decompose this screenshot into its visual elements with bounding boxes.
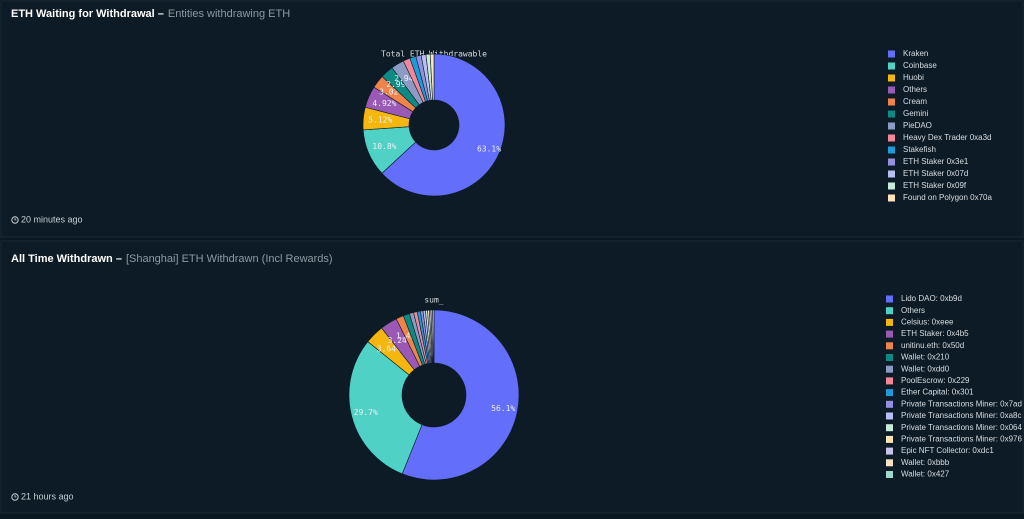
pie-slice — [348, 341, 423, 475]
legend-label: Heavy Dex Trader 0xa3d — [903, 133, 992, 142]
slice-label: 56.1% — [491, 404, 515, 413]
legend-label: Ether Capital: 0x301 — [901, 388, 974, 397]
legend-label: ETH Staker 0x09f — [903, 181, 967, 190]
slice-label: 2.94% — [394, 74, 418, 83]
clock-hand — [14, 495, 17, 498]
chart-title: sum_ — [424, 296, 443, 305]
legend-swatch — [886, 342, 893, 350]
slice-label: 5.12% — [368, 116, 392, 125]
legend-label: Private Transactions Miner: 0x976 — [901, 435, 1022, 444]
pie-slice — [401, 309, 520, 481]
slice-label: 2.99% — [386, 80, 410, 89]
legend-swatch — [886, 295, 893, 303]
legend-label: Coinbase — [903, 61, 937, 70]
legend-swatch — [886, 435, 893, 443]
legend-swatch — [888, 86, 895, 94]
legend-swatch — [888, 158, 895, 166]
legend-swatch — [886, 377, 893, 385]
legend-label: Stakefish — [903, 145, 936, 154]
pie-slice — [432, 309, 435, 364]
panel-subtitle: [Shanghai] ETH Withdrawn (Incl Rewards) — [126, 253, 333, 265]
legend-label: PieDAO — [903, 121, 932, 130]
legend-label: Others — [903, 85, 927, 94]
legend-swatch — [886, 354, 893, 361]
legend-swatch — [888, 182, 895, 190]
legend-swatch — [886, 459, 893, 467]
slice-label: 4.92% — [372, 99, 396, 108]
legend-swatch — [888, 74, 895, 82]
panel — [0, 0, 1024, 238]
clock-hand — [14, 218, 17, 221]
legend-label: Lido DAO: 0xb9d — [901, 294, 962, 303]
legend-label: Kraken — [903, 49, 928, 58]
slice-label: 3.64% — [377, 345, 401, 354]
slice-label: 3.24% — [388, 336, 412, 345]
legend-label: Private Transactions Miner: 0xa8c — [901, 411, 1022, 420]
panel-subtitle: Entities withdrawing ETH — [168, 8, 290, 20]
clock-icon — [11, 216, 19, 224]
legend-swatch — [886, 307, 893, 315]
legend-label: ETH Staker 0x07d — [903, 169, 968, 178]
panel-title: ETH Waiting for Withdrawal – Entities wit… — [11, 8, 290, 20]
slice-label: 29.7% — [354, 408, 378, 417]
legend-label: ETH Staker: 0x4b5 — [901, 329, 969, 338]
slice-label: 1.45% — [396, 331, 420, 340]
legend-label: Huobi — [903, 73, 924, 82]
legend-swatch — [886, 424, 893, 432]
legend-swatch — [886, 330, 893, 338]
legend-swatch — [886, 471, 893, 478]
legend-label: unitinu.eth: 0x50d — [901, 341, 964, 350]
updated-time: 21 hours ago — [21, 491, 74, 501]
panel-title-text: ETH Waiting for Withdrawal – — [11, 8, 164, 20]
legend-swatch — [888, 122, 895, 130]
legend-swatch — [888, 110, 895, 118]
legend-swatch — [886, 447, 893, 455]
updated-time: 20 minutes ago — [21, 214, 83, 224]
legend-label: Cream — [903, 97, 927, 106]
legend-swatch — [886, 412, 893, 420]
legend-swatch — [888, 62, 895, 70]
legend-swatch — [886, 389, 893, 397]
legend-label: Others — [901, 306, 925, 315]
legend-swatch — [888, 50, 895, 58]
legend-label: Celsius: 0xeee — [901, 318, 954, 327]
legend-label: Wallet: 0xdd0 — [901, 364, 950, 373]
legend-label: Epic NFT Collector: 0xdc1 — [901, 446, 994, 455]
pie-slice — [429, 53, 435, 101]
legend-label: Wallet: 0x210 — [901, 353, 950, 362]
slice-label: 63.1% — [477, 145, 501, 154]
legend-label: ETH Staker 0x3e1 — [903, 157, 969, 166]
legend-swatch — [888, 170, 895, 178]
legend-label: PoolEscrow: 0x229 — [901, 376, 970, 385]
legend-label: Gemini — [903, 109, 929, 118]
clock-icon — [11, 493, 19, 501]
pie-slice — [381, 53, 506, 197]
slice-label: 3.02% — [379, 88, 403, 97]
slice-label: 10.8% — [372, 142, 396, 151]
legend-label: Private Transactions Miner: 0x7ad — [901, 399, 1022, 408]
legend-swatch — [886, 400, 893, 408]
legend-swatch — [888, 194, 895, 202]
panel-title: All Time Withdrawn – [Shanghai] ETH Withd… — [11, 253, 333, 265]
legend-swatch — [888, 134, 895, 142]
legend-label: Found on Polygon 0x70a — [903, 193, 993, 202]
legend-label: Private Transactions Miner: 0x064 — [901, 423, 1022, 432]
legend-swatch — [886, 365, 893, 373]
panel-title-text: All Time Withdrawn – — [11, 253, 122, 265]
legend-label: Wallet: 0x427 — [901, 470, 950, 479]
legend-swatch — [888, 146, 895, 154]
legend-swatch — [888, 98, 895, 106]
legend-swatch — [886, 318, 893, 326]
legend-label: Wallet: 0xbbb — [901, 458, 950, 467]
